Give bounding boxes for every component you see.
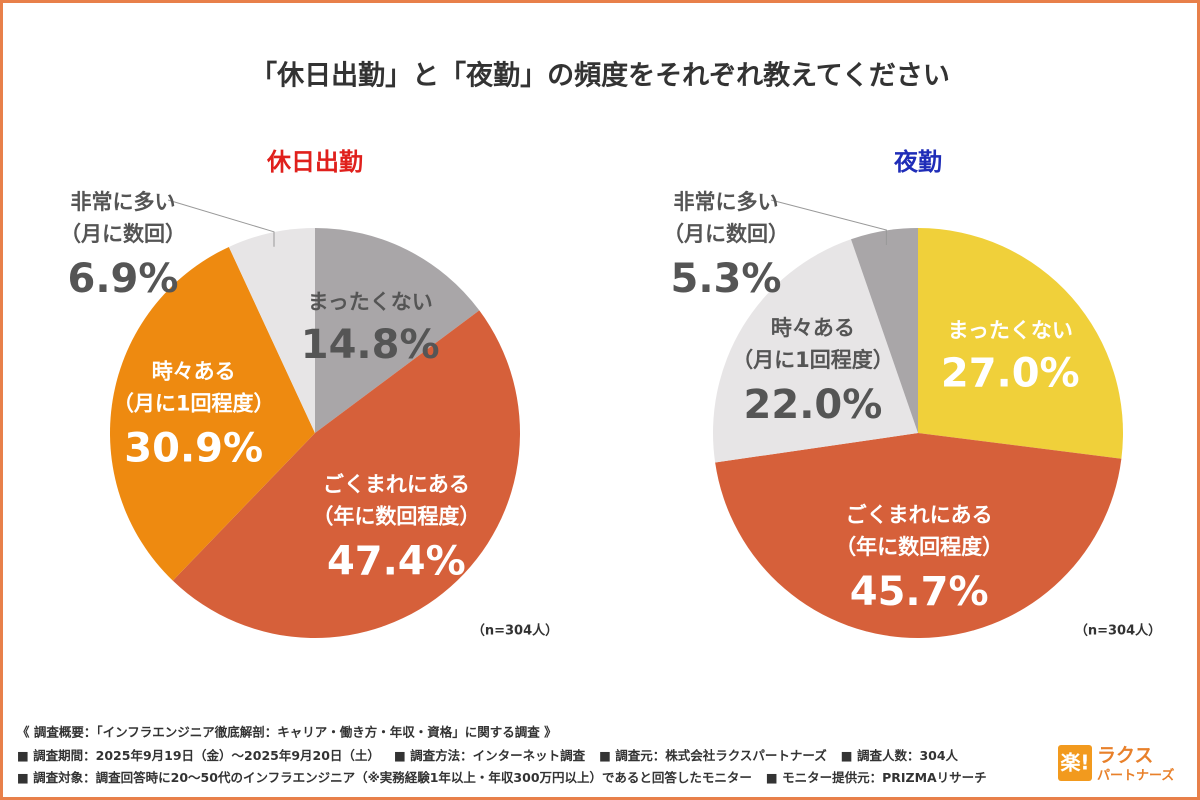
value-label: 45.7% (850, 569, 989, 615)
slice-label: まったくない (308, 290, 433, 314)
leader-line (167, 199, 275, 247)
footer-line: ■ 調査期間：2025年9月19日（金）〜2025年9月20日（土） ■ 調査方法… (17, 748, 959, 763)
value-label: 47.4% (327, 538, 466, 584)
slice-label: 時々ある (152, 360, 236, 384)
logo-mark: 楽! (1060, 751, 1089, 775)
logo-name: ラクス (1097, 745, 1153, 767)
pie-slice (715, 433, 1122, 639)
pie-slice (918, 228, 1124, 459)
value-label: 5.3% (671, 256, 782, 302)
footer-line: ■ 調査対象：調査回答時に20〜50代のインフラエンジニア（※実務経験1年以上・… (17, 770, 987, 785)
slice-note: （年に数回程度） (312, 504, 480, 528)
pie-slice (228, 228, 315, 433)
value-label: 30.9% (124, 426, 263, 472)
chart-title: 休日出勤 (266, 148, 363, 176)
slice-label: 非常に多い (71, 190, 176, 214)
slice-label: ごくまれにある (846, 503, 993, 527)
slice-note: （月に数回） (60, 222, 186, 246)
footer-item: ■ 調査方法：インターネット調査 (394, 748, 586, 763)
value-label: 6.9% (68, 256, 179, 302)
slice-note: （年に数回程度） (835, 535, 1003, 559)
footer-item: ■ 調査元：株式会社ラクスパートナーズ (599, 748, 827, 763)
value-label: 22.0% (744, 382, 883, 428)
pie-slice (713, 239, 918, 463)
page-title: 「休日出勤」と「夜勤」の頻度をそれぞれ教えてください (250, 60, 950, 92)
chart-title: 夜勤 (893, 148, 942, 176)
sample-note: （n=304人） (472, 623, 558, 639)
logo-badge (1058, 745, 1092, 781)
value-label: 14.8% (301, 322, 440, 368)
pie-slice (109, 246, 315, 581)
footer-item: ■ 調査人数：304人 (841, 748, 959, 763)
footer-item: ■ 調査期間：2025年9月19日（金）〜2025年9月20日（土） (17, 748, 380, 763)
slice-label: 非常に多い (674, 190, 779, 214)
logo-sub: パートナーズ (1097, 768, 1174, 784)
slice-label: ごくまれにある (323, 472, 470, 496)
sample-note: （n=304人） (1075, 623, 1161, 639)
footer-item: ■ 調査対象：調査回答時に20〜50代のインフラエンジニア（※実務経験1年以上・… (17, 770, 752, 785)
slice-label: まったくない (948, 319, 1073, 343)
pie-slice (315, 228, 480, 433)
leader-line (770, 199, 887, 245)
footer-heading: 《 調査概要：「インフラエンジニア徹底解剖：キャリア・働き方・年収・資格」に関す… (17, 725, 557, 740)
slice-note: （月に1回程度） (732, 348, 894, 372)
footer-item: ■ モニター提供元：PRIZMAリサーチ (766, 770, 987, 785)
value-label: 27.0% (941, 351, 1080, 397)
pie-slice (850, 228, 918, 433)
slice-label: 時々ある (771, 316, 855, 340)
slice-note: （月に数回） (663, 222, 789, 246)
pie-slice (172, 310, 520, 638)
slice-note: （月に1回程度） (113, 392, 275, 416)
